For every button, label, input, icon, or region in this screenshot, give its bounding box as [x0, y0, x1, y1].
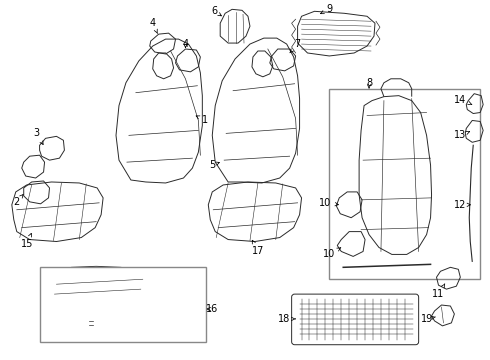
Text: 5: 5 — [209, 160, 220, 170]
FancyBboxPatch shape — [292, 294, 418, 345]
Text: 14: 14 — [454, 95, 472, 105]
Text: 8: 8 — [366, 78, 372, 88]
Text: 2: 2 — [14, 194, 23, 207]
Bar — [329, 89, 480, 279]
Text: 19: 19 — [420, 314, 436, 324]
Text: 9: 9 — [320, 4, 332, 14]
Text: 1: 1 — [196, 116, 208, 126]
Text: 10: 10 — [319, 198, 339, 208]
Text: 15: 15 — [21, 233, 33, 249]
Text: 17: 17 — [252, 240, 264, 256]
Text: 13: 13 — [454, 130, 469, 140]
Text: 7: 7 — [290, 39, 301, 53]
Text: 4: 4 — [149, 18, 157, 33]
Text: 4: 4 — [182, 39, 189, 49]
Text: 3: 3 — [33, 129, 43, 144]
Text: 18: 18 — [277, 314, 295, 324]
Text: 10: 10 — [323, 248, 341, 260]
Text: 6: 6 — [211, 6, 221, 16]
Text: 16: 16 — [206, 304, 219, 314]
Text: 12: 12 — [454, 200, 470, 210]
Text: 11: 11 — [432, 284, 445, 299]
Bar — [40, 267, 206, 342]
